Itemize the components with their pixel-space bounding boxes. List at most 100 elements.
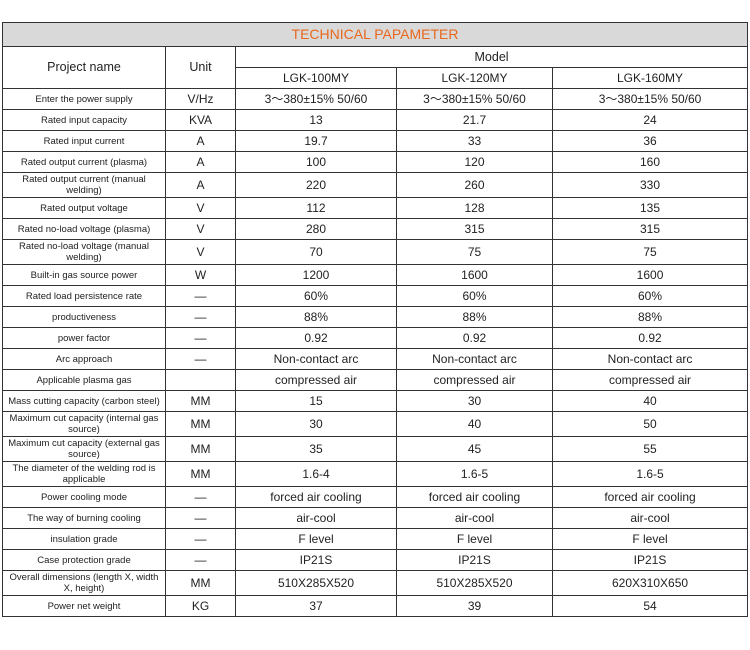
row-value: 33 [396, 130, 553, 152]
row-value: 40 [396, 411, 553, 437]
row-label: insulation grade [2, 528, 166, 550]
row-unit: V [165, 197, 236, 219]
row-value: forced air cooling [551, 486, 749, 508]
table-row: Rated load persistence rate —60% 60% 60% [2, 285, 749, 307]
row-value: 220 [235, 172, 397, 198]
row-unit: MM [165, 411, 236, 437]
row-value: 0.92 [235, 327, 397, 349]
table-row: Rated no-load voltage (manual welding) V 7… [2, 239, 749, 265]
row-value: 100 [235, 151, 397, 173]
table-row: Rated output current (plasma) A 100 120 160 [2, 151, 749, 173]
row-unit: MM [165, 436, 236, 462]
row-value: 1600 [396, 264, 553, 286]
row-unit: W [165, 264, 236, 286]
row-value: 3～380±15% 50/60 [235, 88, 397, 110]
row-value: 1200 [235, 264, 397, 286]
row-label: Power net weight [2, 595, 166, 617]
row-value: 1.6-4 [235, 461, 397, 487]
row-value: air-cool [396, 507, 553, 529]
row-value: 21.7 [396, 109, 553, 131]
row-value: 35 [235, 436, 397, 462]
table-row: Case protection grade — IP21S IP21S IP21S [2, 549, 749, 571]
row-value: 160 [551, 151, 749, 173]
row-value: air-cool [551, 507, 749, 529]
row-value: IP21S [551, 549, 749, 571]
row-value: forced air cooling [235, 486, 397, 508]
row-label: Power cooling mode [2, 486, 166, 508]
row-value: 620X310X650 [551, 570, 749, 596]
row-value: 3～380±15% 50/60 [551, 88, 749, 110]
technical-parameter-table: TECHNICAL PAPAMETER Project name Unit Mo… [1, 22, 749, 617]
header-model-3: LGK-160MY [551, 67, 749, 89]
row-value: compressed air [235, 369, 397, 391]
row-label: Applicable plasma gas [2, 369, 166, 391]
row-value: 37 [235, 595, 397, 617]
row-value: 60% [235, 285, 397, 307]
row-unit: A [165, 130, 236, 152]
table-row: Enter the power supply V/Hz 3～380±15% 50/6… [2, 88, 749, 110]
row-value: 15 [235, 390, 397, 412]
row-value: 88% [396, 306, 553, 328]
table-row: power factor —0.92 0.92 0.92 [2, 327, 749, 349]
table-row: Rated output voltage V 112 128 135 [2, 197, 749, 219]
row-unit: — [165, 327, 236, 349]
row-value: 54 [551, 595, 749, 617]
row-value: 135 [551, 197, 749, 219]
row-value: 24 [551, 109, 749, 131]
row-value: 510X285X520 [235, 570, 397, 596]
row-label: productiveness [2, 306, 166, 328]
row-value: Non-contact arc [396, 348, 553, 370]
table-row: The way of burning cooling — air-cool air-c… [2, 507, 749, 529]
row-unit: V [165, 218, 236, 240]
row-label: Enter the power supply [2, 88, 166, 110]
row-value: 120 [396, 151, 553, 173]
row-value: F level [551, 528, 749, 550]
row-label: Maximum cut capacity (external gas sourc… [2, 436, 166, 462]
row-unit: — [165, 306, 236, 328]
row-value: 36 [551, 130, 749, 152]
row-value: 3～380±15% 50/60 [396, 88, 553, 110]
row-value: compressed air [396, 369, 553, 391]
row-label: Rated no-load voltage (manual welding) [2, 239, 166, 265]
row-value: Non-contact arc [551, 348, 749, 370]
row-unit: — [165, 507, 236, 529]
row-value: 30 [396, 390, 553, 412]
row-value: 13 [235, 109, 397, 131]
row-label: Maximum cut capacity (internal gas sourc… [2, 411, 166, 437]
row-value: forced air cooling [396, 486, 553, 508]
row-value: 315 [551, 218, 749, 240]
table-row: The diameter of the welding rod is appli… [2, 461, 749, 487]
row-label: Rated output voltage [2, 197, 166, 219]
header-model-1: LGK-100MY [235, 67, 397, 89]
row-value: F level [396, 528, 553, 550]
row-value: 315 [396, 218, 553, 240]
row-unit: — [165, 486, 236, 508]
row-unit: MM [165, 390, 236, 412]
header-unit: Unit [165, 46, 236, 89]
row-label: Overall dimensions (length X, width X, h… [2, 570, 166, 596]
table-row: Applicable plasma gas compressed air compr… [2, 369, 749, 391]
row-value: 19.7 [235, 130, 397, 152]
row-value: IP21S [235, 549, 397, 571]
row-value: 60% [551, 285, 749, 307]
table-row: Maximum cut capacity (external gas sourc… [2, 436, 749, 462]
row-value: 1.6-5 [396, 461, 553, 487]
row-unit: — [165, 549, 236, 571]
row-label: Rated load persistence rate [2, 285, 166, 307]
row-value: 0.92 [551, 327, 749, 349]
row-unit: — [165, 528, 236, 550]
row-value: 75 [551, 239, 749, 265]
table-row: Rated input current A 19.7 33 36 [2, 130, 749, 152]
row-value: 45 [396, 436, 553, 462]
row-value: 55 [551, 436, 749, 462]
row-label: power factor [2, 327, 166, 349]
row-value: 70 [235, 239, 397, 265]
row-label: Rated no-load voltage (plasma) [2, 218, 166, 240]
header-model: Model [234, 46, 749, 68]
row-unit: KVA [165, 109, 236, 131]
table-row: Arc approach — Non-contact arc Non-contact … [2, 348, 749, 370]
row-value: 260 [396, 172, 553, 198]
table-row: Rated no-load voltage (plasma) V 280 315 315 [2, 218, 749, 240]
row-unit: MM [165, 570, 236, 596]
row-label: Built-in gas source power [2, 264, 166, 286]
